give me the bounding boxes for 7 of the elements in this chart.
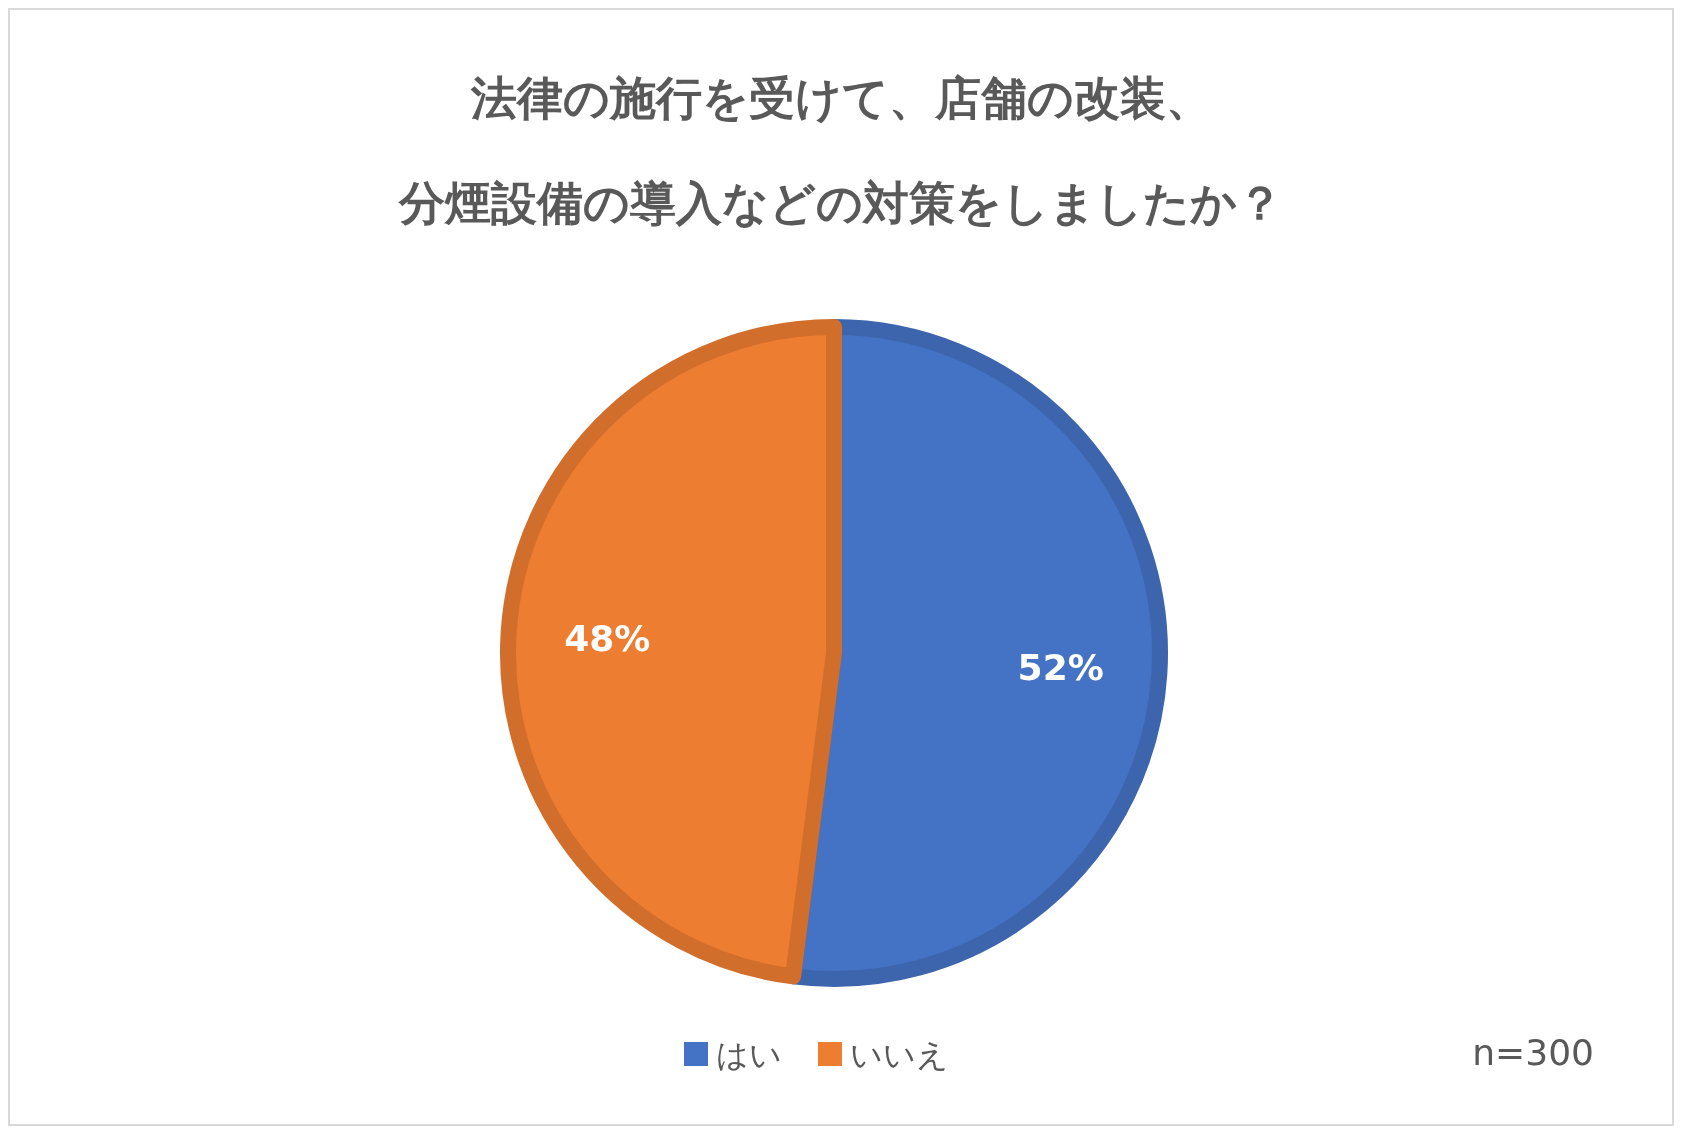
data-label: 52%	[1017, 646, 1104, 688]
data-label: 48%	[564, 618, 651, 660]
legend-label: はい	[716, 1036, 782, 1075]
pie-slice	[500, 319, 842, 985]
legend-label: いいえ	[850, 1036, 949, 1075]
text: n=300	[1472, 1032, 1594, 1073]
chart-title: 法律の施行を受けて、店舗の改装、分煙設備の導入などの対策をしましたか？	[398, 71, 1283, 230]
